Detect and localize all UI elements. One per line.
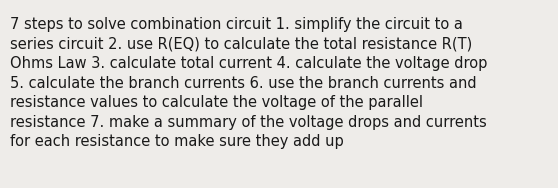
Text: 7 steps to solve combination circuit 1. simplify the circuit to a
series circuit: 7 steps to solve combination circuit 1. … — [10, 17, 488, 149]
